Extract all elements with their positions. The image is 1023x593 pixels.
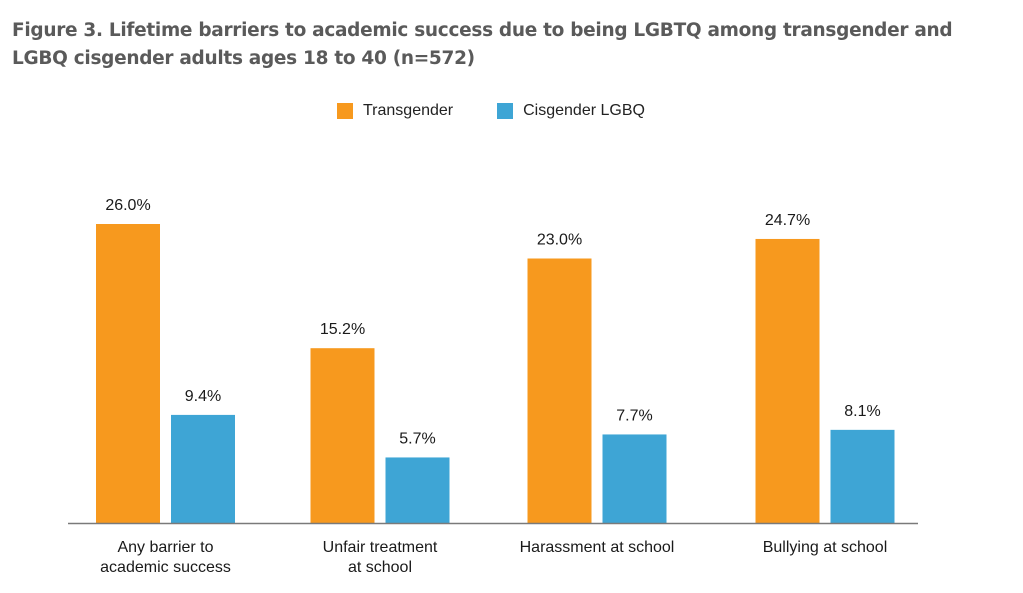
bar-transgender-3 <box>755 238 820 523</box>
legend-item-cisgender-lgbq: Cisgender LGBQ <box>497 102 645 120</box>
data-label-transgender-0: 26.0% <box>105 197 150 214</box>
data-label-cisgender-lgbq-2: 7.7% <box>616 407 652 424</box>
category-label-3-line-0: Bullying at school <box>763 539 888 556</box>
bar-transgender-2 <box>527 258 592 523</box>
legend-label-transgender: Transgender <box>363 102 454 119</box>
category-label-1-line-1: at school <box>348 559 412 576</box>
legend: Transgender Cisgender LGBQ <box>337 102 689 120</box>
category-label-1-line-0: Unfair treatment <box>323 539 438 556</box>
legend-item-transgender: Transgender <box>337 102 453 120</box>
figure-title: Figure 3. Lifetime barriers to academic … <box>12 20 953 69</box>
data-label-transgender-3: 24.7% <box>765 212 810 229</box>
legend-swatch-transgender <box>337 103 353 119</box>
category-label-2-line-0: Harassment at school <box>520 539 675 556</box>
legend-swatch-cisgender-lgbq <box>497 103 514 119</box>
bar-transgender-1 <box>310 348 375 523</box>
data-label-transgender-1: 15.2% <box>320 321 365 338</box>
category-label-0-line-1: academic success <box>100 559 231 576</box>
bar-cisgender-lgbq-2 <box>602 434 667 523</box>
data-label-cisgender-lgbq-1: 5.7% <box>399 430 435 447</box>
category-label-0-line-0: Any barrier to <box>117 539 213 556</box>
legend-label-cisgender-lgbq: Cisgender LGBQ <box>523 102 645 119</box>
bar-cisgender-lgbq-3 <box>830 429 895 523</box>
data-label-cisgender-lgbq-0: 9.4% <box>185 388 221 405</box>
data-label-transgender-2: 23.0% <box>537 232 582 249</box>
bar-transgender-0 <box>96 224 160 523</box>
data-label-cisgender-lgbq-3: 8.1% <box>844 403 880 420</box>
bar-cisgender-lgbq-0 <box>171 414 235 523</box>
bar-cisgender-lgbq-1 <box>385 457 450 523</box>
